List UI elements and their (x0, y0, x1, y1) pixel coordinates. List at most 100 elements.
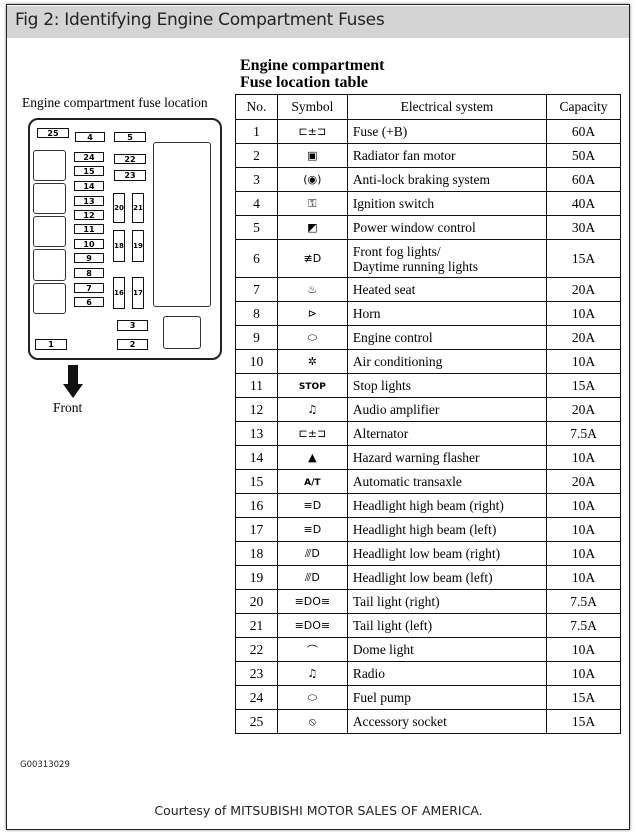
capacity: 15A (546, 685, 621, 710)
electrical-system: Anti-lock braking system (346, 167, 548, 192)
fuse-slot-14: 14 (74, 181, 104, 191)
capacity: 10A (546, 565, 621, 590)
header-system: Electrical system (346, 94, 548, 120)
electrical-system: Front fog lights/Daytime running lights (346, 239, 548, 278)
fuse-slot-7: 7 (74, 283, 104, 293)
table-row: 12 ♫ Audio amplifier 20A (235, 397, 621, 422)
fuse-number: 3 (235, 167, 278, 192)
capacity: 20A (546, 397, 621, 422)
table-row: 3 (◉) Anti-lock braking system 60A (235, 167, 621, 192)
fuse-number: 13 (235, 421, 278, 446)
figure-title: Fig 2: Identifying Engine Compartment Fu… (15, 10, 385, 30)
fuse-slot-5: 5 (114, 132, 146, 142)
low-beam-icon: ⫻D (276, 565, 348, 590)
relay-block (33, 183, 66, 214)
table-row: 10 ✲ Air conditioning 10A (235, 349, 621, 374)
figure-code: G00313029 (20, 760, 70, 770)
electrical-system: Fuse (+B) (346, 119, 548, 144)
fuse-slot-11: 11 (74, 224, 104, 234)
fuse-number: 8 (235, 301, 278, 326)
fuse-number: 14 (235, 445, 278, 470)
table-row: 25 ⦸ Accessory socket 15A (235, 709, 621, 734)
electrical-system: Headlight high beam (left) (346, 517, 548, 542)
capacity: 15A (546, 709, 621, 734)
fuse-number: 6 (235, 239, 278, 278)
fuse-number: 22 (235, 637, 278, 662)
fuse-slot-21: 21 (132, 193, 144, 223)
table-title: Engine compartment Fuse location table (240, 57, 384, 91)
fuse-slot-16: 16 (113, 277, 125, 309)
fuse-number: 24 (235, 685, 278, 710)
table-row: 4 ⚿ Ignition switch 40A (235, 191, 621, 216)
electrical-system: Radio (346, 661, 548, 686)
capacity: 30A (546, 215, 621, 240)
stop-icon: STOP (276, 373, 348, 398)
table-row: 22 ⌒ Dome light 10A (235, 637, 621, 662)
table-title-line1: Engine compartment (240, 57, 385, 74)
at-icon: A/T (276, 469, 348, 494)
capacity: 15A (546, 239, 621, 278)
header-capacity: Capacity (546, 94, 621, 120)
table-row: 7 ♨ Heated seat 20A (235, 277, 621, 302)
electrical-system: Engine control (346, 325, 548, 350)
capacity: 10A (546, 301, 621, 326)
fuse-number: 1 (235, 119, 278, 144)
table-header-row: No. Symbol Electrical system Capacity (235, 94, 621, 120)
symbol-text: A/T (304, 478, 321, 488)
table-row: 20 ≡DO≡ Tail light (right) 7.5A (235, 589, 621, 614)
fuse-number: 16 (235, 493, 278, 518)
table-row: 15 A/T Automatic transaxle 20A (235, 469, 621, 494)
capacity: 60A (546, 167, 621, 192)
table-row: 21 ≡DO≡ Tail light (left) 7.5A (235, 613, 621, 638)
table-row: 9 ⬭ Engine control 20A (235, 325, 621, 350)
fuse-number: 25 (235, 709, 278, 734)
relay-block (33, 249, 66, 281)
electrical-system: Heated seat (346, 277, 548, 302)
air-conditioning-icon: ✲ (276, 349, 348, 374)
table-row: 13 ⊏±⊐ Alternator 7.5A (235, 421, 621, 446)
electrical-system: Power window control (346, 215, 548, 240)
fuse-slot-23: 23 (114, 170, 146, 181)
fuse-number: 9 (235, 325, 278, 350)
front-label: Front (53, 400, 83, 415)
figure-header: Fig 2: Identifying Engine Compartment Fu… (7, 6, 629, 38)
power-window-icon: ◩ (276, 215, 348, 240)
capacity: 10A (546, 517, 621, 542)
electrical-system: Tail light (left) (346, 613, 548, 638)
hazard-icon: ▲ (276, 445, 348, 470)
table-row: 17 ≡D Headlight high beam (left) 10A (235, 517, 621, 542)
abs-icon: (◉) (276, 167, 348, 192)
courtesy-line: Courtesy of MITSUBISHI MOTOR SALES OF AM… (154, 803, 483, 818)
fuse-slot-8: 8 (74, 268, 104, 278)
fuse-slot-19: 19 (132, 230, 144, 262)
electrical-system: Automatic transaxle (346, 469, 548, 494)
low-beam-icon: ⫻D (276, 541, 348, 566)
capacity: 10A (546, 661, 621, 686)
radiator-fan-icon: ▣ (276, 143, 348, 168)
electrical-system: Dome light (346, 637, 548, 662)
fuse-number: 20 (235, 589, 278, 614)
tail-light-icon: ≡DO≡ (276, 613, 348, 638)
capacity: 20A (546, 277, 621, 302)
electrical-system: Fuel pump (346, 685, 548, 710)
capacity: 40A (546, 191, 621, 216)
fuse-number: 10 (235, 349, 278, 374)
header-no: No. (235, 94, 278, 120)
table-row: 23 ♫ Radio 10A (235, 661, 621, 686)
fuse-location-caption: Engine compartment fuse location (22, 95, 208, 110)
relay-block (153, 142, 211, 307)
table-row: 14 ▲ Hazard warning flasher 10A (235, 445, 621, 470)
fuse-number: 23 (235, 661, 278, 686)
relay-block (33, 283, 66, 314)
fuse-number: 17 (235, 517, 278, 542)
fuse-slot-18: 18 (113, 230, 125, 262)
fuse-slot-2: 2 (117, 339, 148, 350)
battery-icon: ⊏±⊐ (276, 421, 348, 446)
table-row: 1 ⊏±⊐ Fuse (+B) 60A (235, 119, 621, 144)
electrical-system: Stop lights (346, 373, 548, 398)
fuse-number: 2 (235, 143, 278, 168)
symbol-text: STOP (298, 382, 326, 392)
table-row: 16 ≡D Headlight high beam (right) 10A (235, 493, 621, 518)
engine-icon: ⬭ (276, 325, 348, 350)
capacity: 10A (546, 445, 621, 470)
